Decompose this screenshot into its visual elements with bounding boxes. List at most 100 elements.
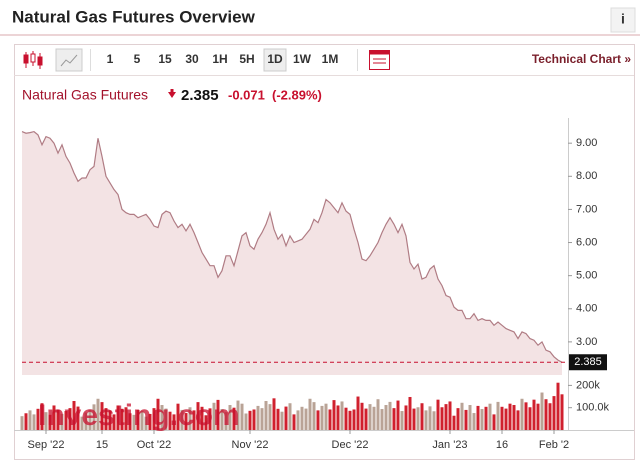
technical-chart-link[interactable]: Technical Chart » — [532, 52, 631, 66]
volume-bar — [32, 414, 36, 430]
volume-bar — [400, 411, 404, 430]
volume-bar — [492, 414, 496, 430]
area-icon-selected[interactable] — [55, 48, 83, 72]
volume-bar — [100, 402, 104, 430]
volume-bar — [72, 401, 76, 430]
info-button[interactable] — [610, 7, 636, 33]
volume-bar — [48, 414, 52, 430]
volume-bar — [532, 399, 536, 430]
interval-button[interactable]: 5H — [239, 52, 254, 66]
calendar-icon[interactable] — [369, 50, 390, 70]
volume-bar — [436, 399, 440, 430]
price-change: -0.071 — [228, 87, 265, 102]
volume-bar — [316, 410, 320, 430]
candle-icon[interactable] — [23, 51, 43, 69]
interval-button[interactable]: 15 — [158, 52, 172, 66]
volume-bar — [332, 400, 336, 430]
x-tick-label: 15 — [96, 439, 108, 451]
volume-bar — [24, 413, 28, 430]
volume-bar — [36, 408, 40, 430]
volume-bar — [40, 403, 44, 430]
y-tick-label: 4.00 — [576, 303, 597, 315]
volume-bar — [144, 416, 148, 430]
volume-bar — [292, 414, 296, 430]
volume-bar — [56, 409, 60, 430]
info-icon[interactable]: i — [621, 11, 625, 27]
last-price: 2.385 — [181, 87, 219, 104]
volume-bar — [356, 396, 360, 430]
volume-bar — [460, 402, 464, 430]
volume-bar — [248, 410, 252, 430]
volume-bar — [84, 412, 88, 430]
volume-bar — [156, 398, 160, 430]
volume-bar — [76, 406, 80, 430]
instrument-name: Natural Gas Futures — [22, 87, 148, 103]
volume-bar — [164, 408, 168, 430]
volume-bar — [44, 412, 48, 430]
volume-bar — [500, 406, 504, 430]
volume-bar — [112, 414, 116, 430]
y-tick-label: 9.00 — [576, 137, 597, 149]
volume-bar — [92, 404, 96, 430]
volume-bar — [28, 410, 32, 430]
interval-button[interactable]: 5 — [134, 52, 141, 66]
volume-bar — [220, 409, 224, 430]
volume-bar — [296, 410, 300, 430]
volume-bar — [188, 407, 192, 430]
interval-button[interactable]: 30 — [185, 52, 199, 66]
volume-bar — [464, 409, 468, 430]
volume-bar — [232, 407, 236, 430]
volume-bar — [472, 413, 476, 430]
volume-bar — [216, 399, 220, 430]
volume-bar — [328, 409, 332, 430]
volume-bar — [404, 405, 408, 430]
volume-bar — [552, 396, 556, 430]
volume-bar — [360, 402, 364, 430]
volume-bar — [268, 404, 272, 430]
interval-button[interactable]: 1W — [293, 52, 312, 66]
price-change-percent: (-2.89%) — [272, 87, 322, 102]
volume-bar — [376, 399, 380, 430]
volume-bar — [52, 405, 56, 430]
volume-bar — [488, 403, 492, 430]
volume-bar — [116, 405, 120, 430]
y-tick-label: 7.00 — [576, 203, 597, 215]
volume-bar — [256, 405, 260, 430]
volume-bar — [196, 402, 200, 430]
volume-bar — [280, 411, 284, 430]
y-tick-label: 8.00 — [576, 170, 597, 182]
volume-bar — [252, 409, 256, 430]
volume-bar — [476, 405, 480, 430]
volume-bar — [300, 406, 304, 430]
volume-bar — [96, 398, 100, 430]
x-tick-label: Sep '22 — [28, 439, 65, 451]
volume-bar — [388, 401, 392, 430]
volume-bar — [560, 394, 564, 430]
x-tick-label: Oct '22 — [137, 439, 172, 451]
volume-bar — [428, 406, 432, 430]
volume-bar — [68, 408, 72, 430]
volume-bar — [344, 407, 348, 430]
interval-button[interactable]: 1 — [107, 52, 114, 66]
volume-bar — [384, 405, 388, 430]
interval-button[interactable]: 1D — [267, 52, 283, 66]
volume-bar — [448, 401, 452, 430]
volume-bar — [304, 408, 308, 430]
y2-tick-label: 100.0k — [576, 402, 610, 414]
volume-bar — [80, 416, 84, 430]
x-tick-label: Dec '22 — [332, 439, 369, 451]
volume-bar — [168, 411, 172, 430]
last-price-label: 2.385 — [574, 356, 602, 368]
volume-bar — [176, 403, 180, 430]
volume-bar — [192, 410, 196, 430]
interval-button[interactable]: 1H — [212, 52, 227, 66]
interval-selected[interactable] — [263, 48, 287, 72]
interval-button[interactable]: 1M — [322, 52, 339, 66]
volume-bar — [208, 408, 212, 430]
volume-bar — [544, 399, 548, 430]
price-area — [22, 131, 562, 375]
volume-bar — [456, 408, 460, 430]
volume-bar — [364, 408, 368, 430]
